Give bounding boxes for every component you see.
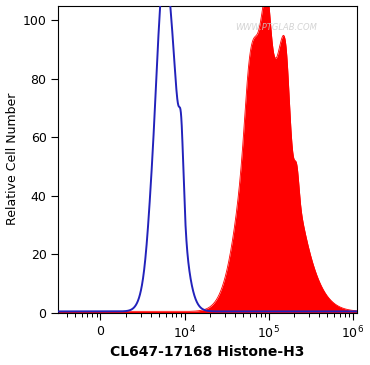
X-axis label: CL647-17168 Histone-H3: CL647-17168 Histone-H3 — [111, 345, 305, 360]
Y-axis label: Relative Cell Number: Relative Cell Number — [6, 93, 18, 226]
Text: WWW.PTGLAB.COM: WWW.PTGLAB.COM — [235, 23, 317, 31]
